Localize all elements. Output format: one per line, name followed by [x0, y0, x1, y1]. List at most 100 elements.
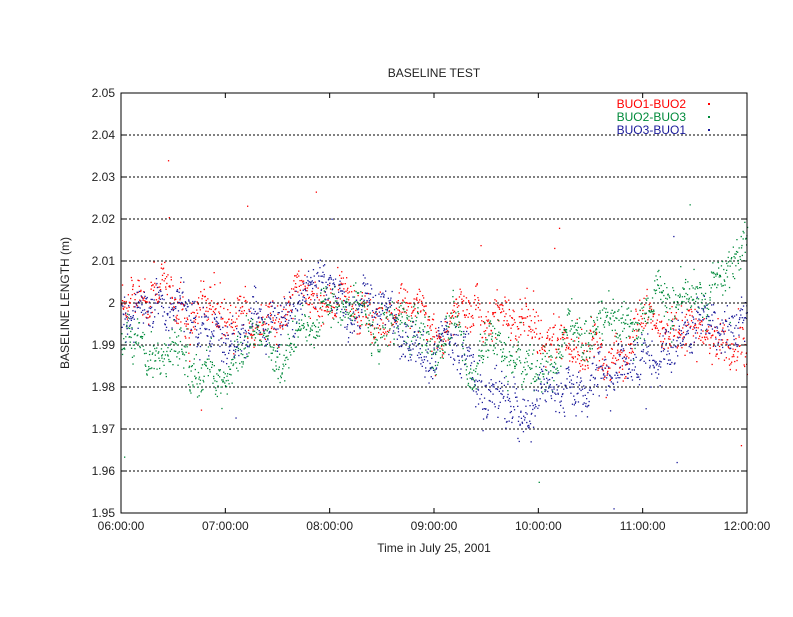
data-point	[522, 322, 525, 324]
data-point	[371, 310, 374, 312]
data-point	[493, 353, 495, 355]
data-point	[514, 362, 517, 364]
data-point	[337, 266, 339, 269]
data-point	[599, 346, 601, 348]
data-point	[525, 405, 527, 407]
data-point	[589, 347, 591, 349]
data-point	[209, 350, 211, 352]
data-point	[549, 338, 551, 340]
data-point	[326, 304, 328, 306]
data-point	[154, 309, 156, 311]
data-point	[224, 373, 226, 375]
data-point	[390, 314, 392, 316]
data-points-layer	[121, 160, 749, 510]
data-point	[342, 315, 345, 317]
data-point	[169, 316, 171, 319]
data-point	[368, 314, 370, 316]
data-point	[623, 356, 625, 358]
data-point	[243, 324, 245, 326]
data-point	[147, 310, 149, 312]
data-point	[287, 311, 289, 313]
data-point	[646, 346, 648, 348]
data-point	[706, 330, 708, 333]
data-point	[343, 299, 345, 302]
data-point	[365, 313, 367, 315]
data-point	[586, 416, 589, 418]
data-point	[424, 344, 427, 346]
data-point	[198, 395, 200, 397]
data-point	[278, 318, 281, 320]
data-point	[696, 297, 698, 300]
data-point	[391, 301, 393, 303]
data-point	[650, 309, 652, 311]
data-point	[427, 325, 429, 327]
data-point	[434, 369, 436, 371]
data-point	[302, 296, 304, 298]
data-point	[404, 289, 407, 291]
data-point	[351, 303, 353, 305]
data-point	[245, 335, 247, 337]
data-point	[735, 369, 737, 371]
data-point	[538, 404, 540, 407]
data-point	[188, 315, 190, 317]
data-point	[516, 396, 518, 398]
data-point	[662, 335, 664, 337]
data-point	[260, 344, 262, 346]
data-point	[260, 333, 262, 336]
data-point	[233, 355, 235, 357]
data-point	[124, 306, 126, 308]
data-point	[478, 359, 481, 362]
data-point	[132, 285, 134, 288]
data-point	[673, 335, 676, 337]
data-point	[224, 385, 227, 387]
data-point	[447, 339, 449, 341]
data-point	[507, 323, 509, 325]
data-point	[573, 326, 575, 328]
data-point	[230, 304, 232, 307]
data-point	[510, 355, 512, 357]
data-point	[155, 360, 157, 362]
data-point	[453, 300, 455, 303]
data-point	[197, 371, 200, 374]
data-point	[487, 413, 489, 416]
data-point	[347, 313, 349, 316]
data-point	[494, 347, 496, 349]
data-point	[508, 397, 511, 400]
data-point	[558, 348, 560, 350]
data-point	[182, 353, 184, 355]
data-point	[202, 379, 204, 382]
data-point	[703, 343, 705, 345]
data-point	[587, 364, 589, 367]
data-point	[636, 376, 638, 378]
data-point	[604, 376, 606, 378]
data-point	[294, 290, 296, 292]
data-point	[288, 311, 290, 313]
data-point	[624, 323, 626, 325]
data-point	[500, 312, 502, 314]
data-point	[329, 301, 331, 303]
data-point	[169, 286, 171, 288]
data-point	[460, 333, 462, 336]
data-point	[599, 310, 601, 312]
data-point	[374, 294, 377, 297]
data-point	[609, 375, 611, 377]
data-point	[304, 274, 306, 276]
data-point	[300, 292, 303, 294]
data-point	[425, 313, 427, 315]
data-point	[297, 328, 300, 330]
data-point	[165, 288, 167, 290]
data-point	[662, 327, 664, 329]
data-point	[265, 322, 268, 325]
data-point	[469, 331, 472, 333]
data-point	[713, 330, 716, 333]
data-point	[297, 336, 299, 338]
data-point	[603, 326, 606, 328]
data-point	[309, 284, 311, 286]
data-point	[295, 308, 297, 310]
data-point	[740, 235, 742, 238]
data-point	[223, 371, 225, 373]
data-point	[488, 334, 490, 337]
data-point	[542, 392, 544, 395]
data-point	[676, 304, 678, 306]
data-point	[279, 327, 281, 329]
